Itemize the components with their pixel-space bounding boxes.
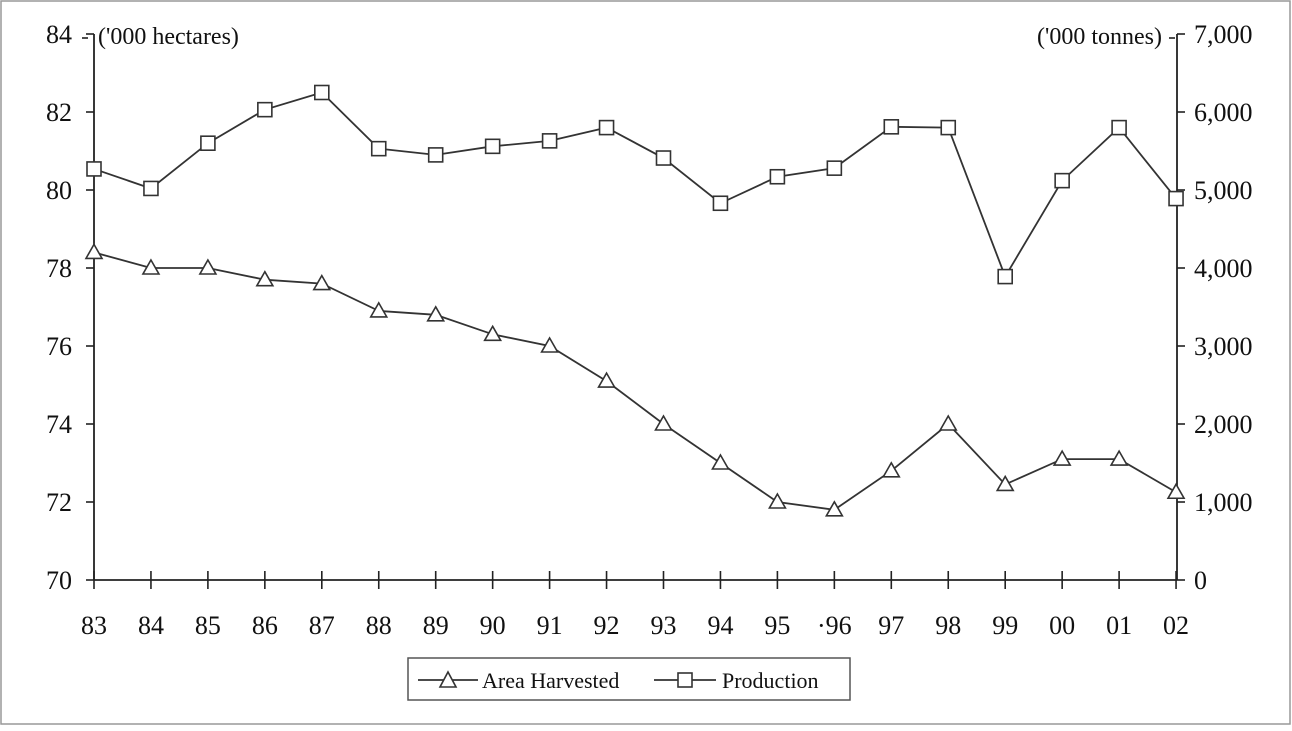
production-point bbox=[313, 84, 330, 101]
left-axis-unit-label: ('000 hectares) bbox=[98, 24, 239, 50]
production-point bbox=[1054, 172, 1070, 189]
left-tick-label: 78 bbox=[46, 254, 72, 283]
x-tick-label: 00 bbox=[1049, 611, 1075, 640]
x-tick-label: 92 bbox=[594, 611, 620, 640]
area-harvested-point bbox=[1109, 449, 1129, 466]
area-harvested-point bbox=[654, 414, 673, 431]
right-axis-unit-label: ('000 tonnes) bbox=[1037, 24, 1162, 50]
left-tick-label: 84 bbox=[46, 20, 72, 49]
production-point bbox=[826, 160, 843, 176]
production-point bbox=[200, 135, 216, 151]
production-point bbox=[1168, 190, 1184, 207]
right-tick-label: 4,000 bbox=[1194, 254, 1253, 283]
area-harvested-point bbox=[768, 492, 787, 509]
legend-box bbox=[407, 657, 851, 701]
x-tick-label: 88 bbox=[366, 611, 392, 640]
production-point bbox=[427, 147, 444, 163]
x-tick-label: 91 bbox=[537, 611, 563, 640]
x-tick-label: 83 bbox=[81, 611, 107, 640]
production-point bbox=[769, 168, 786, 185]
production-point bbox=[997, 268, 1014, 285]
production-point bbox=[598, 119, 615, 136]
x-tick-label: ·96 bbox=[817, 611, 852, 640]
left-tick-label: 82 bbox=[46, 98, 72, 127]
x-tick-label: 89 bbox=[423, 611, 449, 640]
x-tick-label: 95 bbox=[764, 611, 790, 640]
right-tick-label: 0 bbox=[1194, 566, 1207, 595]
x-tick-label: 90 bbox=[480, 611, 506, 640]
x-tick-label: 99 bbox=[992, 611, 1018, 640]
right-tick-label: 2,000 bbox=[1194, 410, 1253, 439]
production-point bbox=[143, 180, 159, 197]
area-harvested-point bbox=[995, 474, 1015, 492]
area-harvested-point bbox=[540, 336, 559, 353]
left-tick-label: 72 bbox=[46, 488, 72, 517]
legend-production: Production bbox=[722, 668, 819, 693]
production-point bbox=[484, 138, 501, 155]
x-tick-label: 84 bbox=[138, 611, 164, 640]
area-harvested-point bbox=[483, 324, 503, 342]
area-harvested-point bbox=[198, 258, 218, 275]
legend-area-harvested: Area Harvested bbox=[482, 668, 619, 693]
right-tick-label: 5,000 bbox=[1194, 176, 1253, 205]
x-tick-label: 87 bbox=[309, 611, 335, 640]
area-harvested-point bbox=[141, 258, 161, 275]
right-tick-label: 1,000 bbox=[1194, 488, 1253, 517]
area-harvested-point bbox=[426, 305, 446, 322]
production-point bbox=[370, 140, 387, 157]
production-line bbox=[93, 91, 1177, 279]
x-tick-label: 01 bbox=[1106, 611, 1132, 640]
area-harvested-point bbox=[711, 453, 730, 470]
production-point bbox=[257, 101, 273, 118]
area-harvested-point bbox=[1166, 482, 1186, 500]
area-harvested-line bbox=[93, 251, 1177, 511]
production-point bbox=[940, 119, 957, 136]
area-harvested-point bbox=[597, 371, 616, 388]
area-harvested-point bbox=[369, 301, 389, 318]
area-harvested-point bbox=[881, 461, 901, 478]
production-point bbox=[1111, 119, 1127, 136]
x-tick-label: 97 bbox=[878, 611, 904, 640]
area-harvested-point bbox=[312, 273, 332, 291]
right-tick-label: 6,000 bbox=[1194, 98, 1253, 127]
x-tick-label: 94 bbox=[707, 611, 733, 640]
x-tick-label: 85 bbox=[195, 611, 221, 640]
left-tick-label: 74 bbox=[46, 410, 72, 439]
x-tick-label: 98 bbox=[935, 611, 961, 640]
right-tick-label: 3,000 bbox=[1194, 332, 1253, 361]
legend-triangle-icon bbox=[438, 670, 458, 688]
production-point bbox=[712, 195, 729, 212]
left-tick-label: 76 bbox=[46, 332, 72, 361]
area-harvested-point bbox=[84, 242, 104, 260]
production-point bbox=[541, 133, 558, 149]
legend-square-icon bbox=[677, 672, 693, 688]
legend: Area Harvested Production bbox=[407, 657, 851, 701]
production-point bbox=[883, 119, 900, 135]
area-harvested-point bbox=[938, 414, 958, 431]
production-point bbox=[655, 150, 672, 166]
x-tick-label: 93 bbox=[651, 611, 677, 640]
left-tick-label: 70 bbox=[46, 566, 72, 595]
x-tick-label: 86 bbox=[252, 611, 278, 640]
right-tick-label: 7,000 bbox=[1194, 20, 1253, 49]
production-point bbox=[86, 161, 102, 177]
area-harvested-point bbox=[255, 270, 275, 287]
area-harvested-point bbox=[824, 500, 844, 517]
area-harvested-point bbox=[1052, 449, 1072, 466]
left-tick-label: 80 bbox=[46, 176, 72, 205]
x-tick-label: 02 bbox=[1163, 611, 1189, 640]
